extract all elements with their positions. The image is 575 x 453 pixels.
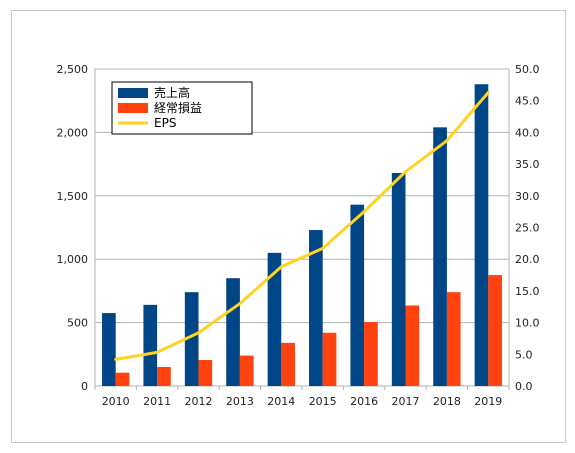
bar-ordinary-profit [488, 275, 502, 386]
eps-point [445, 139, 449, 143]
bar-sales [226, 278, 240, 386]
x-tick-label: 2010 [102, 395, 130, 408]
legend-label: EPS [154, 116, 176, 130]
x-tick-label: 2017 [392, 395, 420, 408]
eps-point [197, 331, 200, 335]
bar-ordinary-profit [322, 332, 337, 386]
eps-point [155, 350, 159, 354]
y-right-tick-label: 5.0 [515, 348, 533, 361]
y-right-tick-label: 10.0 [515, 317, 540, 330]
x-tick-label: 2018 [433, 395, 461, 408]
eps-point [279, 265, 283, 269]
bar-sales [433, 127, 447, 386]
line-eps [115, 91, 490, 361]
bar-ordinary-profit [405, 305, 420, 386]
y-right-tick-label: 40.0 [515, 126, 540, 139]
legend-swatch [118, 88, 148, 98]
bar-ordinary-profit [198, 360, 213, 386]
y-right-tick-label: 20.0 [515, 253, 540, 266]
bar-ordinary-profit [446, 292, 461, 386]
bar-sales [474, 84, 489, 386]
y-right-tick-label: 0.0 [515, 380, 533, 393]
bar-ordinary-profit [239, 355, 254, 386]
y-left-tick-label: 2,000 [57, 126, 89, 139]
y-right-tick-label: 15.0 [515, 285, 540, 298]
y-left-tick-label: 500 [67, 317, 88, 330]
y-left-tick-label: 1,000 [57, 253, 89, 266]
x-tick-label: 2019 [474, 395, 502, 408]
bar-sales [350, 204, 365, 386]
y-left-tick-label: 0 [81, 380, 88, 393]
legend-label: 経常損益 [154, 100, 202, 115]
bar-ordinary-profit [364, 321, 378, 386]
x-tick-label: 2015 [309, 395, 337, 408]
y-right-tick-label: 45.0 [515, 95, 540, 108]
y-right-tick-label: 35.0 [515, 158, 540, 171]
y-right-tick-label: 50.0 [515, 63, 540, 76]
eps-point [114, 357, 118, 361]
eps-point [404, 170, 407, 174]
y-right-tick-label: 30.0 [515, 190, 540, 203]
eps-point [486, 90, 490, 94]
bar-ordinary-profit [115, 372, 130, 386]
bar-sales [184, 292, 199, 386]
bar-sales [102, 313, 116, 386]
bar-sales [391, 172, 406, 386]
legend-swatch [118, 103, 148, 113]
x-tick-label: 2012 [185, 395, 213, 408]
x-tick-label: 2013 [226, 395, 254, 408]
x-tick-label: 2016 [350, 395, 378, 408]
bar-sales [267, 252, 282, 386]
y-right-tick-label: 25.0 [515, 222, 540, 235]
y-left-tick-label: 1,500 [57, 190, 89, 203]
x-tick-label: 2014 [267, 395, 295, 408]
eps-point [321, 246, 325, 250]
eps-point [238, 302, 242, 306]
y-left-tick-label: 2,500 [57, 63, 89, 76]
eps-point [362, 210, 366, 214]
bar-ordinary-profit [281, 342, 295, 386]
x-tick-label: 2011 [143, 395, 171, 408]
bar-ordinary-profit [157, 366, 171, 386]
legend-label: 売上高 [154, 85, 190, 100]
bar-sales [309, 230, 323, 386]
bar-sales [143, 304, 158, 386]
